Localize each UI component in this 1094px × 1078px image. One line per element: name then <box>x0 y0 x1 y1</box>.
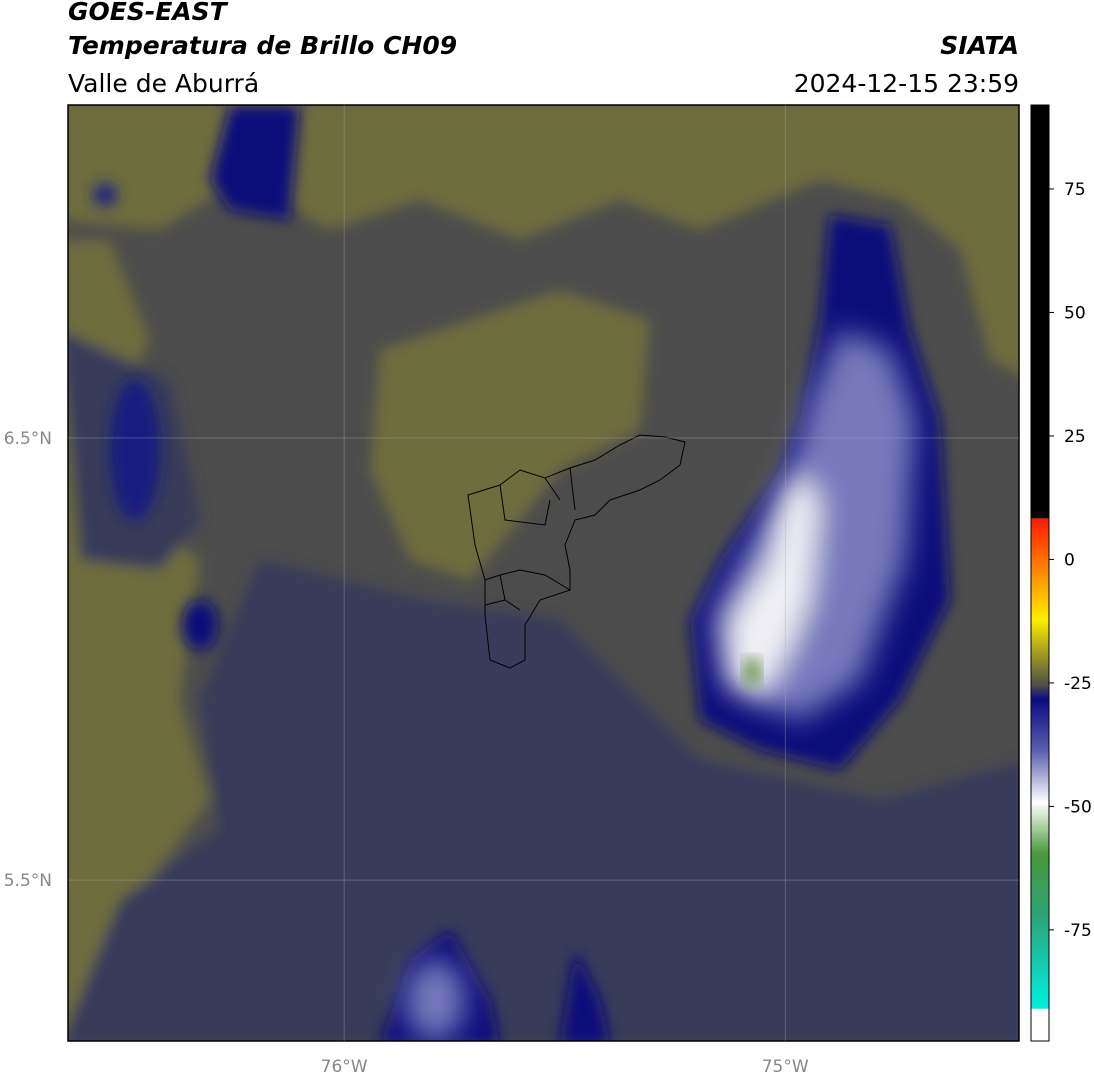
colorbar-tick-label: 0 <box>1064 550 1075 570</box>
region: Valle de Aburrá <box>68 69 259 98</box>
y-tick-label: 6.5°N <box>4 429 52 449</box>
colorbar-tick-label: 75 <box>1064 180 1086 200</box>
colorbar-tick-label: 50 <box>1064 303 1086 323</box>
x-tick-label: 76°W <box>321 1057 368 1077</box>
colorbar-tick-label: -75 <box>1064 921 1092 941</box>
satellite-image <box>68 105 1019 1041</box>
colorbar-tick-label: -25 <box>1064 674 1092 694</box>
title: GOES-EAST <box>68 0 229 26</box>
y-tick-label: 5.5°N <box>4 871 52 891</box>
colorbar <box>1030 104 1050 1042</box>
colorbar-tick-label: -50 <box>1064 797 1092 817</box>
source: SIATA <box>940 31 1019 60</box>
map-frame <box>67 104 1020 1042</box>
subtitle: Temperatura de Brillo CH09 <box>68 31 457 60</box>
colorbar-tick-label: 25 <box>1064 427 1086 447</box>
timestamp: 2024-12-15 23:59 <box>794 69 1019 98</box>
x-tick-label: 75°W <box>762 1057 809 1077</box>
graticule <box>68 105 1019 1041</box>
